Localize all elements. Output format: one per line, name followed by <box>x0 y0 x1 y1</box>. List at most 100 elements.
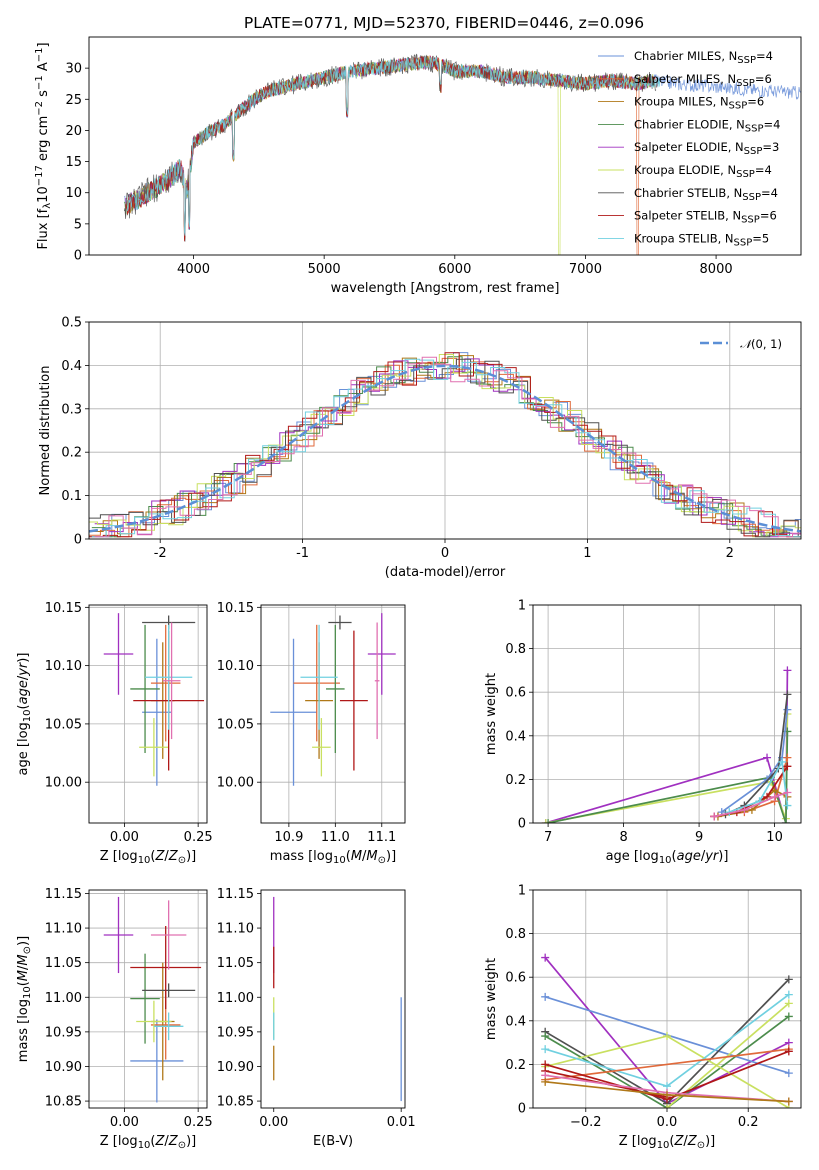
histogram-step <box>89 354 801 538</box>
legend-label: Salpeter MILES, NSSP=6 <box>634 72 772 89</box>
label-part: mass [log <box>270 849 333 864</box>
label-part: SSP <box>741 215 760 226</box>
label-part: / <box>362 849 367 864</box>
y-tick-label: 11.10 <box>217 922 254 937</box>
axes-frame <box>260 604 406 824</box>
label-part: ( <box>16 704 31 709</box>
label-part: (0, 1) <box>751 337 782 351</box>
y-axis-label: mass weight <box>484 673 499 755</box>
weight-marker <box>541 953 550 962</box>
weight-marker <box>544 819 553 823</box>
label-part: ⊙ <box>178 855 186 866</box>
label-part: Z <box>155 1134 166 1149</box>
label-part: =4 <box>761 186 778 200</box>
label-part: A <box>36 62 51 75</box>
x-axis-label: E(B-V) <box>313 1134 353 1149</box>
label-part: ( <box>672 849 677 864</box>
label-part: / <box>164 849 169 864</box>
y-tick-label: 0.4 <box>505 1014 526 1029</box>
axes-frame <box>88 36 802 256</box>
plot-area <box>273 896 402 1102</box>
y-tick-label: 10.15 <box>217 601 254 616</box>
y-tick-label: 10.85 <box>217 1095 254 1110</box>
weight-marker <box>783 801 792 810</box>
y-tick-label: 0 <box>518 1102 526 1117</box>
legend-label: Salpeter ELODIE, NSSP=3 <box>634 140 779 157</box>
x-axis-label: (data-model)/error <box>385 565 506 580</box>
weight-marker <box>784 975 793 984</box>
weight-marker <box>783 753 792 762</box>
y-tick-label: 10.90 <box>45 1060 82 1075</box>
x-tick-label: 6000 <box>438 262 471 277</box>
y-tick-label: 0.4 <box>505 729 526 744</box>
label-part: Z [log <box>619 1134 657 1149</box>
weight-marker <box>710 812 719 821</box>
label-part: M <box>366 849 377 864</box>
y-tick-label: 0.5 <box>61 316 82 331</box>
weight-marker <box>541 1077 550 1086</box>
y-tick-label: 11.15 <box>217 887 254 902</box>
x-tick-label: 11.1 <box>367 830 396 845</box>
y-axis-label: age [log10(age/yr)] <box>16 653 33 776</box>
label-part: λ <box>42 203 53 209</box>
label-part: )] <box>186 849 196 864</box>
weight-marker <box>663 1090 671 1099</box>
label-part: Flux [f <box>36 208 51 249</box>
y-tick-label: 10.95 <box>45 1025 82 1040</box>
label-part: ( <box>16 981 31 986</box>
weight-marker <box>781 819 790 823</box>
label-part: Salpeter MILES, N <box>634 72 736 86</box>
label-part: SSP <box>744 146 763 157</box>
y-tick-label: 0.3 <box>61 402 82 417</box>
label-part: =3 <box>762 140 779 154</box>
histogram-step <box>91 358 801 538</box>
gaussian-curve <box>89 364 801 533</box>
y-tick-label: 0.6 <box>505 971 526 986</box>
axes-frame <box>88 604 208 824</box>
axes-frame <box>532 889 802 1109</box>
y-axis-label: Normed distribution <box>38 366 53 496</box>
weight-marker <box>541 1045 550 1054</box>
x-axis-label: Z [log10(Z/Z⊙)] <box>619 1134 716 1151</box>
y-tick-label: 11.15 <box>45 887 82 902</box>
label-part: 10 <box>138 855 151 866</box>
legend-label: Chabrier MILES, NSSP=4 <box>634 49 773 66</box>
label-part: 10 <box>333 855 346 866</box>
x-tick-label: 0 <box>441 546 449 561</box>
label-part: age [log <box>16 722 31 775</box>
label-part: 10 <box>36 186 51 203</box>
y-tick-label: 10.15 <box>45 601 82 616</box>
x-tick-label: 0.01 <box>387 1115 416 1130</box>
label-part: 10 <box>22 986 33 999</box>
x-tick-label: 0.0 <box>657 1115 678 1130</box>
spectrum-series-line <box>126 55 661 236</box>
y-tick-label: 10.95 <box>217 1025 254 1040</box>
label-part: Kroupa ELODIE, N <box>634 163 736 177</box>
plot-area <box>541 953 793 1108</box>
plot-area <box>89 352 801 538</box>
label-part: / <box>16 675 31 680</box>
label-part: yr <box>16 661 31 677</box>
y-axis-label: mass weight <box>484 958 499 1040</box>
label-part: ( <box>150 849 155 864</box>
weight-line <box>544 1015 790 1108</box>
legend-label: Chabrier ELODIE, NSSP=4 <box>634 117 780 134</box>
label-part: Chabrier STELIB, N <box>634 186 742 200</box>
weight-marker <box>778 757 787 766</box>
label-part: / <box>16 965 31 970</box>
weight-marker <box>783 762 792 771</box>
y-tick-label: 11.00 <box>217 991 254 1006</box>
y-tick-label: 0.2 <box>505 1058 526 1073</box>
label-part: age <box>677 849 701 864</box>
label-part: / <box>164 1134 169 1149</box>
label-part: =4 <box>756 49 773 63</box>
axes-frame <box>260 889 406 1109</box>
label-part: Chabrier MILES, N <box>634 49 737 63</box>
label-part: Z [log <box>100 849 138 864</box>
weight-line <box>547 731 789 823</box>
label-part: SSP <box>736 169 755 180</box>
label-part: Salpeter STELIB, N <box>634 209 741 223</box>
y-tick-label: 0.1 <box>61 489 82 504</box>
label-part: Kroupa MILES, N <box>634 95 729 109</box>
label-part: ( <box>669 1134 674 1149</box>
